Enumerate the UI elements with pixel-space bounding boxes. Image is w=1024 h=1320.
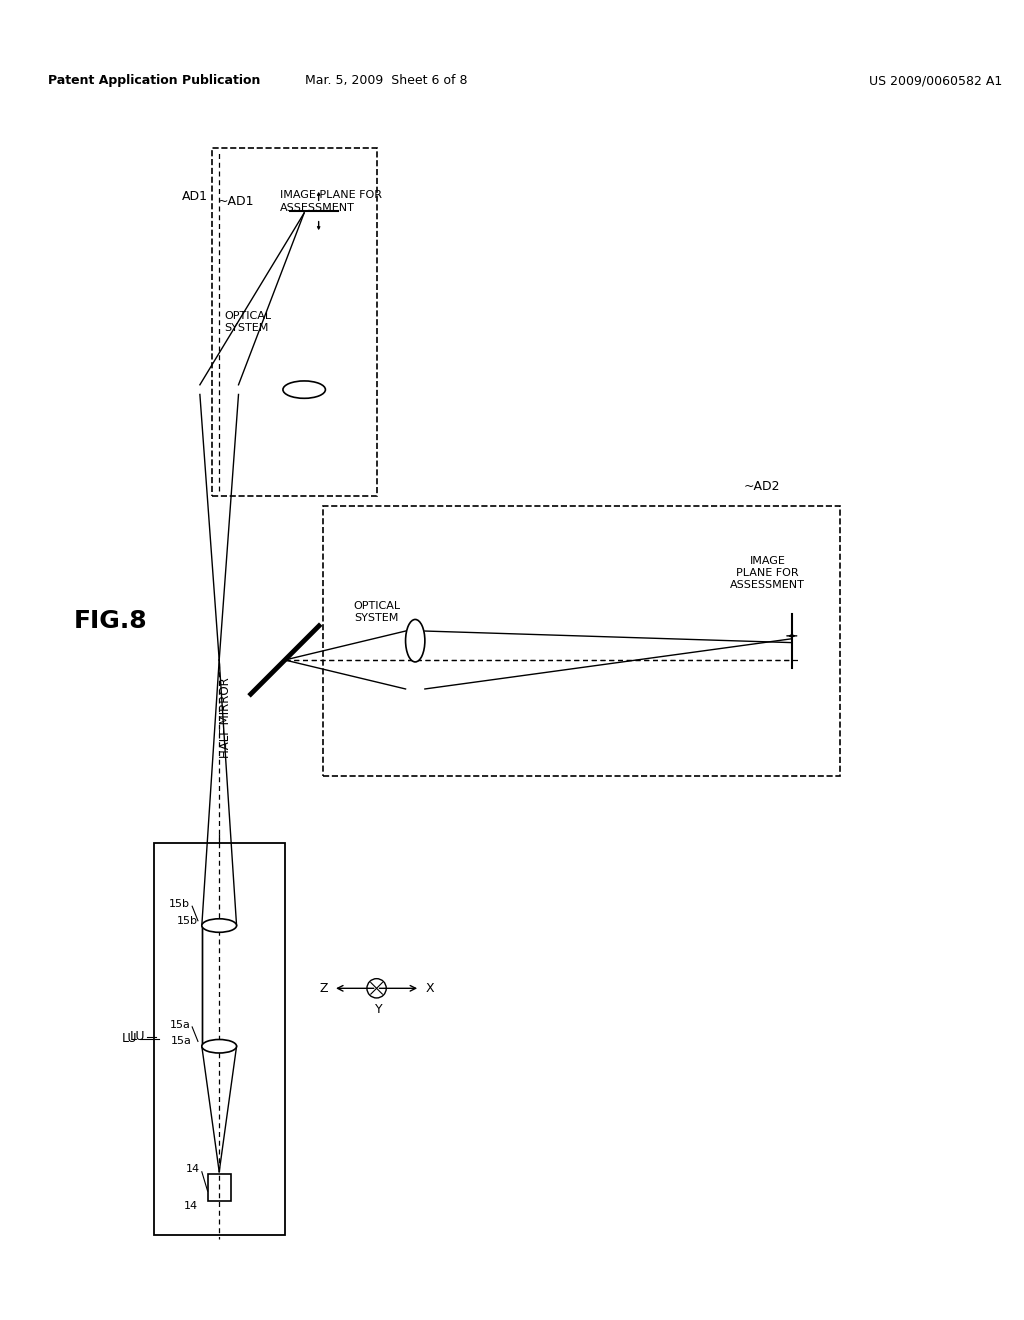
Text: IMAGE PLANE FOR
ASSESSMENT: IMAGE PLANE FOR ASSESSMENT — [280, 190, 382, 213]
Text: AD1: AD1 — [181, 190, 208, 203]
Text: LU: LU — [129, 1030, 144, 1043]
Text: Y: Y — [375, 1003, 382, 1016]
Text: 15a: 15a — [171, 1036, 193, 1047]
Text: FIG.8: FIG.8 — [74, 610, 147, 634]
Text: Z: Z — [319, 982, 328, 995]
Text: 15b: 15b — [177, 916, 198, 925]
Ellipse shape — [283, 381, 326, 399]
Text: IMAGE
PLANE FOR
ASSESSMENT: IMAGE PLANE FOR ASSESSMENT — [730, 556, 805, 590]
Text: US 2009/0060582 A1: US 2009/0060582 A1 — [869, 74, 1002, 87]
Text: ~AD1: ~AD1 — [217, 195, 254, 207]
Text: 14: 14 — [184, 1201, 198, 1210]
Text: ~AD2: ~AD2 — [743, 479, 780, 492]
Text: 14: 14 — [185, 1164, 200, 1173]
Ellipse shape — [406, 619, 425, 661]
Bar — [212, 148, 377, 496]
Bar — [324, 506, 840, 776]
Ellipse shape — [202, 1039, 237, 1053]
Text: Mar. 5, 2009  Sheet 6 of 8: Mar. 5, 2009 Sheet 6 of 8 — [305, 74, 468, 87]
Text: Patent Application Publication: Patent Application Publication — [48, 74, 261, 87]
Text: OPTICAL
SYSTEM: OPTICAL SYSTEM — [353, 601, 400, 623]
Bar — [208, 1173, 230, 1201]
Text: 15a: 15a — [169, 1020, 190, 1030]
Ellipse shape — [202, 919, 237, 932]
Bar — [155, 843, 285, 1234]
Text: LU: LU — [122, 1032, 137, 1045]
Text: OPTICAL
SYSTEM: OPTICAL SYSTEM — [224, 310, 271, 333]
Text: HALF MIRROR: HALF MIRROR — [219, 677, 231, 758]
Text: 15b: 15b — [169, 899, 190, 909]
Text: X: X — [425, 982, 434, 995]
